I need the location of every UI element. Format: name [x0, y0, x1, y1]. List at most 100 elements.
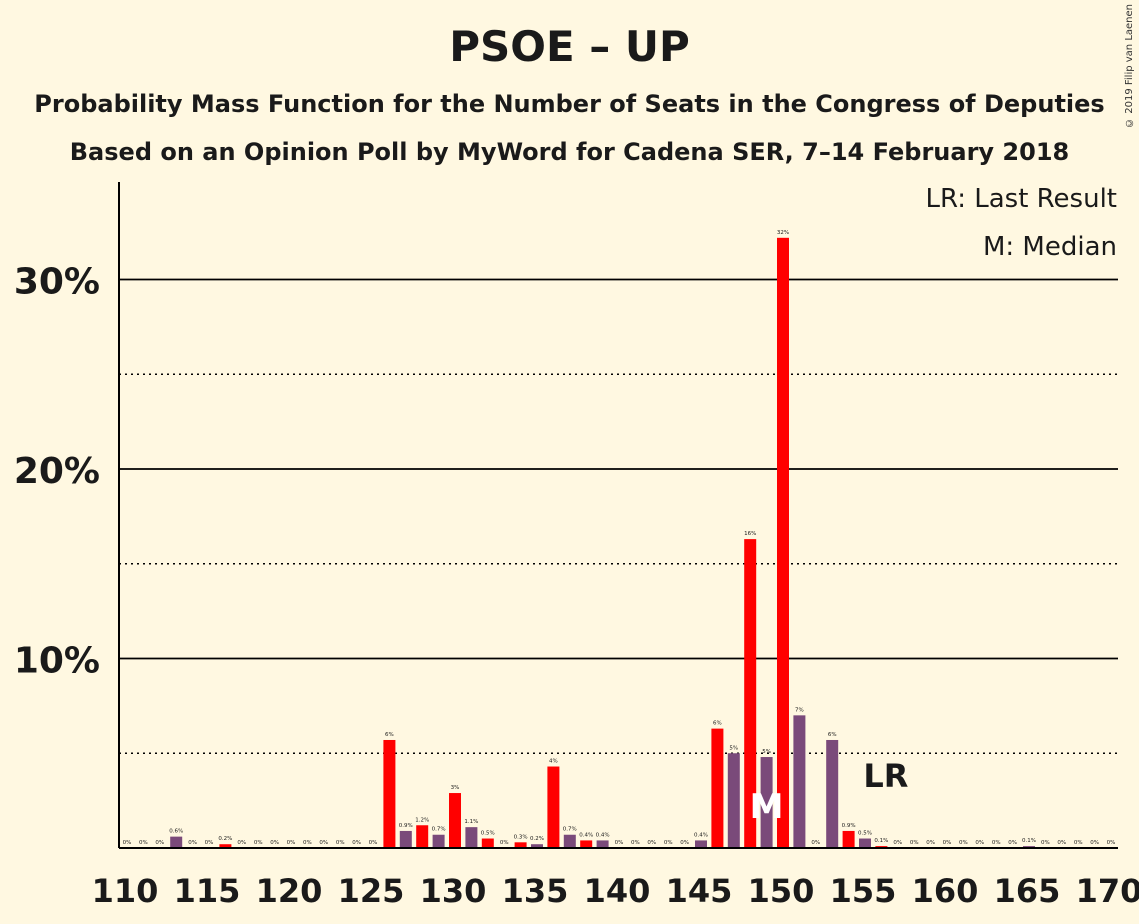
y-tick-label: 10%	[14, 641, 100, 682]
x-tick-label: 140	[584, 872, 651, 910]
bar-value-label: 7%	[795, 707, 804, 713]
bar-value-label: 0%	[155, 840, 164, 846]
x-tick-label: 165	[994, 872, 1061, 910]
bar-value-label: 0%	[369, 840, 378, 846]
legend-last-result: LR: Last Result	[925, 184, 1117, 214]
x-tick-label: 110	[92, 872, 159, 910]
bar-value-label: 5%	[762, 749, 771, 755]
y-tick-label: 20%	[14, 451, 100, 492]
bar-value-label: 0%	[1074, 840, 1083, 846]
bar-value-label: 0.7%	[563, 827, 577, 833]
bar-value-label: 0%	[319, 840, 328, 846]
bar-seats-113	[170, 836, 183, 848]
bar-value-label: 3%	[451, 785, 460, 791]
bar-seats-138	[580, 840, 593, 848]
chart-title: PSOE – UP	[449, 22, 690, 71]
bar-value-label: 0.6%	[169, 829, 183, 835]
bar-seats-126	[383, 739, 396, 848]
bar-seats-155	[859, 838, 871, 848]
x-tick-label: 150	[748, 872, 815, 910]
legend-median: M: Median	[982, 232, 1117, 262]
bar-value-label: 0%	[926, 840, 935, 846]
bar-seats-135	[531, 844, 543, 848]
bar-seats-153	[826, 739, 839, 848]
chart-subtitle: Probability Mass Function for the Number…	[34, 90, 1105, 118]
bar-value-label: 0.5%	[858, 831, 872, 837]
bar-value-label: 0.5%	[481, 831, 495, 837]
bar-seats-148	[744, 539, 757, 848]
chart-subtitle-source: Based on an Opinion Poll by MyWord for C…	[69, 138, 1070, 166]
bar-value-label: 6%	[385, 732, 394, 738]
bar-value-label: 16%	[744, 531, 756, 537]
bar-seats-154	[842, 830, 855, 848]
bar-value-label: 0.4%	[694, 832, 708, 838]
x-tick-label: 120	[256, 872, 323, 910]
bar-value-label: 0%	[992, 840, 1001, 846]
bar-seats-139	[596, 840, 609, 848]
bar-value-label: 0.3%	[514, 834, 528, 840]
bar-value-label: 0%	[893, 840, 902, 846]
x-tick-label: 115	[174, 872, 241, 910]
bar-value-label: 0%	[811, 840, 820, 846]
bar-value-label: 0%	[205, 840, 214, 846]
bar-value-label: 0.1%	[874, 838, 888, 844]
x-tick-label: 145	[666, 872, 733, 910]
bar-value-label: 0%	[1008, 840, 1017, 846]
bar-value-label: 0%	[352, 840, 361, 846]
bar-value-label: 0.2%	[218, 836, 232, 842]
bar-value-label: 0%	[188, 840, 197, 846]
bar-value-label: 0%	[254, 840, 263, 846]
bar-value-label: 0%	[500, 840, 509, 846]
bar-seats-149	[760, 757, 773, 848]
bar-value-label: 0%	[664, 840, 673, 846]
bar-value-label: 0.1%	[1022, 838, 1036, 844]
bar-seats-150	[777, 237, 789, 848]
bar-value-label: 0%	[139, 840, 148, 846]
bar-seats-132	[481, 838, 494, 848]
bar-seats-129	[432, 834, 445, 848]
bar-seats-131	[465, 827, 478, 848]
bar-value-label: 0.2%	[530, 836, 544, 842]
bar-value-label: 0%	[1090, 840, 1099, 846]
bar-value-label: 0.7%	[432, 827, 446, 833]
bar-seats-128	[416, 825, 429, 848]
bar-value-label: 0%	[287, 840, 296, 846]
bar-value-label: 0.9%	[399, 823, 413, 829]
bar-value-label: 0%	[237, 840, 246, 846]
bar-value-label: 0%	[270, 840, 279, 846]
bar-value-label: 0.4%	[596, 832, 610, 838]
bar-value-label: 4%	[549, 759, 558, 765]
bar-value-label: 6%	[828, 732, 837, 738]
bar-value-label: 6%	[713, 721, 722, 727]
bar-value-label: 0%	[1107, 840, 1116, 846]
bar-value-label: 0%	[123, 840, 132, 846]
x-tick-label: 130	[420, 872, 487, 910]
bar-value-label: 0.9%	[842, 823, 856, 829]
bar-value-label: 5%	[729, 745, 738, 751]
bar-value-label: 32%	[777, 230, 789, 236]
bar-seats-151	[793, 715, 806, 848]
bar-seats-146	[711, 728, 724, 848]
bar-seats-147	[727, 753, 740, 848]
bar-value-label: 0%	[959, 840, 968, 846]
bar-seats-137	[563, 834, 576, 848]
bar-value-label: 0%	[1057, 840, 1066, 846]
y-tick-label: 30%	[14, 262, 100, 303]
bar-value-label: 0%	[1041, 840, 1050, 846]
bar-seats-116	[219, 844, 232, 848]
bar-value-label: 0%	[303, 840, 312, 846]
bar-value-label: 1.2%	[415, 817, 429, 823]
bar-seats-145	[695, 840, 707, 848]
bar-value-label: 0%	[615, 840, 624, 846]
bar-value-label: 0%	[975, 840, 984, 846]
bar-seats-130	[449, 793, 461, 848]
x-tick-label: 170	[1076, 872, 1139, 910]
bar-value-label: 0%	[680, 840, 689, 846]
bar-value-label: 0%	[943, 840, 952, 846]
bar-value-label: 0.4%	[579, 832, 593, 838]
bar-value-label: 0%	[631, 840, 640, 846]
bar-value-label: 0%	[910, 840, 919, 846]
bar-seats-127	[399, 830, 412, 848]
bar-value-label: 1.1%	[464, 819, 478, 825]
